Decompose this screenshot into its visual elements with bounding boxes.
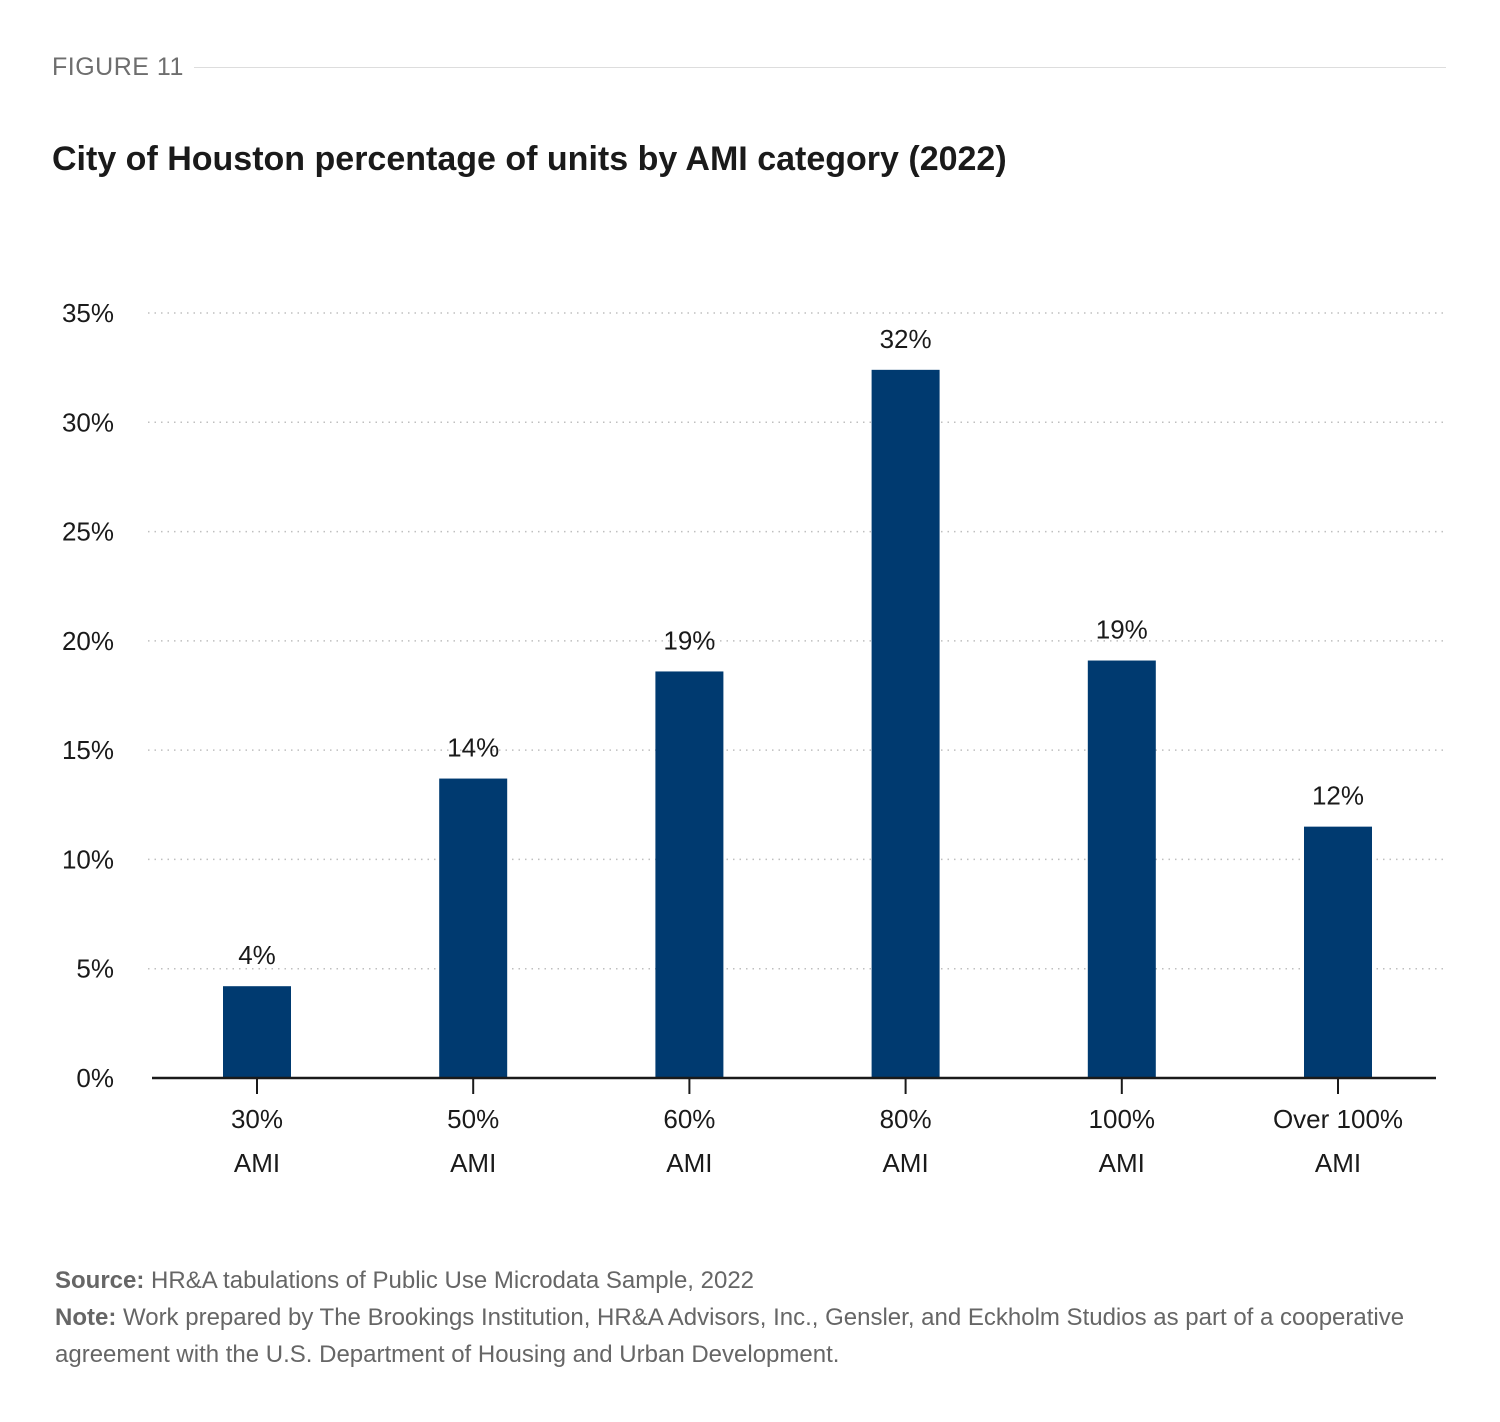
source-label: Source: xyxy=(55,1267,145,1294)
x-tick-label: AMI xyxy=(1099,1148,1145,1178)
x-tick-label: AMI xyxy=(1315,1148,1361,1178)
data-label: 32% xyxy=(880,324,932,354)
x-tick-label: 60% xyxy=(663,1104,715,1134)
data-label: 19% xyxy=(663,625,715,655)
data-labels: 4% 14% 19% 32% 19% 12% xyxy=(238,324,1364,970)
y-tick-label: 5% xyxy=(76,954,114,984)
x-tick-label: 100% xyxy=(1089,1104,1156,1134)
chart-title: City of Houston percentage of units by A… xyxy=(52,140,1007,178)
figure-header-rule xyxy=(193,66,1446,68)
y-tick-label: 15% xyxy=(62,735,114,765)
x-tick-label: AMI xyxy=(234,1148,280,1178)
bar xyxy=(1304,826,1372,1078)
bars xyxy=(223,369,1372,1078)
figure-header: FIGURE 11 xyxy=(52,50,1446,84)
bar xyxy=(871,369,940,1078)
y-tick-label: 30% xyxy=(62,407,114,437)
bar xyxy=(1087,660,1156,1078)
y-tick-label: 0% xyxy=(76,1063,114,1093)
data-label: 19% xyxy=(1096,615,1148,645)
note-text: Work prepared by The Brookings Instituti… xyxy=(55,1304,1405,1368)
note-label: Note: xyxy=(55,1304,117,1331)
x-tick-label: AMI xyxy=(450,1148,496,1178)
x-tick-label: AMI xyxy=(882,1148,928,1178)
y-tick-label: 25% xyxy=(62,517,114,547)
figure-label: FIGURE 11 xyxy=(52,52,184,81)
y-tick-label: 35% xyxy=(62,298,114,328)
y-tick-label: 10% xyxy=(62,844,114,874)
source-line: Source: HR&A tabulations of Public Use M… xyxy=(55,1262,1455,1299)
x-tick-label: 50% xyxy=(447,1104,499,1134)
chart-footer: Source: HR&A tabulations of Public Use M… xyxy=(55,1262,1455,1373)
y-axis-tick-labels: 0% 5% 10% 15% 20% 25% 30% 35% xyxy=(62,298,114,1093)
note-line: Note: Work prepared by The Brookings Ins… xyxy=(55,1299,1455,1373)
x-axis-tick-labels: 30% AMI 50% AMI 60% AMI 80% AMI 100% AMI Over 100%… xyxy=(231,1104,1403,1178)
bar xyxy=(439,778,508,1078)
x-tick-label: Over 100% xyxy=(1273,1104,1403,1134)
data-label: 12% xyxy=(1312,781,1364,811)
x-tick-label: AMI xyxy=(666,1148,712,1178)
data-label: 4% xyxy=(238,940,276,970)
x-tick-label: 80% xyxy=(880,1104,932,1134)
source-text: HR&A tabulations of Public Use Microdata… xyxy=(151,1267,755,1294)
y-tick-label: 20% xyxy=(62,626,114,656)
bar xyxy=(655,671,724,1078)
x-tick-label: 30% xyxy=(231,1104,283,1134)
x-axis xyxy=(152,1076,1436,1094)
data-label: 14% xyxy=(447,733,499,763)
bar xyxy=(223,986,291,1078)
gridlines xyxy=(148,312,1446,970)
bar-chart: 0% 5% 10% 15% 20% 25% 30% 35% 4% 14% 19% 32% 19% 12%… xyxy=(62,298,1446,1178)
